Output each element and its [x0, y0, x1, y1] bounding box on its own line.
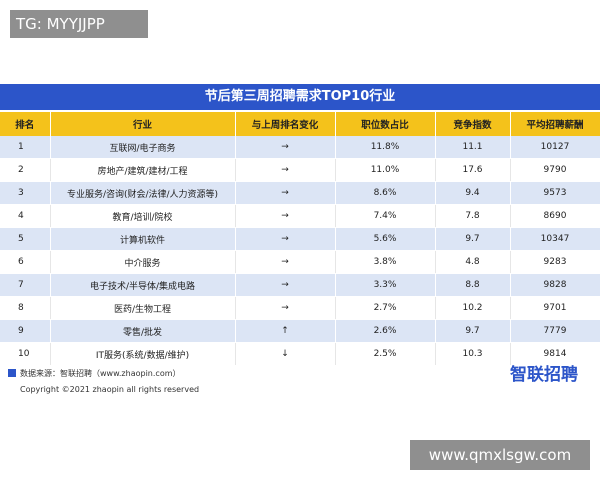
table-cell: 2 [0, 158, 51, 182]
table-cell: 3 [0, 181, 51, 205]
watermark: www.qmxlsgw.com [410, 440, 590, 470]
table-cell: 9573 [510, 181, 600, 205]
table-row: 2 房地产/建筑/建材/工程 → 11.0% 17.6 9790 [0, 158, 600, 182]
table-cell: 专业服务/咨询(财会/法律/人力资源等) [50, 181, 236, 205]
table-cell: 9814 [510, 342, 600, 366]
table-row: 10 IT服务(系统/数据/维护) ↓ 2.5% 10.3 9814 [0, 342, 600, 366]
table-cell: 10.3 [435, 342, 511, 366]
table-cell: 11.1 [435, 136, 511, 159]
table-cell: 9.7 [435, 227, 511, 251]
table-cell: 1 [0, 136, 51, 159]
table-cell: → [235, 181, 336, 205]
table-row: 7 电子技术/半导体/集成电路 → 3.3% 8.8 9828 [0, 273, 600, 297]
table-cell: → [235, 204, 336, 228]
table-cell: 9283 [510, 250, 600, 274]
table-cell: 7.8 [435, 204, 511, 228]
table-title: 节后第三周招聘需求TOP10行业 [0, 84, 600, 110]
table-cell: 医药/生物工程 [50, 296, 236, 320]
table-row: 6 中介服务 → 3.8% 4.8 9283 [0, 250, 600, 274]
table-cell: 2.7% [335, 296, 436, 320]
table-cell: 8.6% [335, 181, 436, 205]
table-cell: ↓ [235, 342, 336, 366]
table-cell: IT服务(系统/数据/维护) [50, 342, 236, 366]
table-cell: 教育/培训/院校 [50, 204, 236, 228]
table-row: 1 互联网/电子商务 → 11.8% 11.1 10127 [0, 136, 600, 159]
table-cell: 8690 [510, 204, 600, 228]
header-cell: 竞争指数 [435, 112, 511, 136]
table-cell: 10347 [510, 227, 600, 251]
table: 排名 行业 与上周排名变化 职位数占比 竞争指数 平均招聘薪酬 1 互联网/电子商务 → 11.… [0, 112, 600, 366]
source: 数据来源：智联招聘（www.zhaopin.com） [8, 368, 181, 379]
table-cell: 7779 [510, 319, 600, 343]
logo: 智联招聘 [510, 365, 578, 385]
table-cell: → [235, 227, 336, 251]
table-cell: 4.8 [435, 250, 511, 274]
table-cell: 2.6% [335, 319, 436, 343]
table-cell: 计算机软件 [50, 227, 236, 251]
table-cell: 10127 [510, 136, 600, 159]
table-cell: → [235, 250, 336, 274]
table-cell: 7 [0, 273, 51, 297]
table-cell: 9.7 [435, 319, 511, 343]
table-cell: 8.8 [435, 273, 511, 297]
table-cell: 5 [0, 227, 51, 251]
table-row: 5 计算机软件 → 5.6% 9.7 10347 [0, 227, 600, 251]
table-row: 3 专业服务/咨询(财会/法律/人力资源等) → 8.6% 9.4 9573 [0, 181, 600, 205]
table-row: 9 零售/批发 ↑ 2.6% 9.7 7779 [0, 319, 600, 343]
header-cell: 行业 [50, 112, 236, 136]
table-cell: 9790 [510, 158, 600, 182]
table-cell: 3.8% [335, 250, 436, 274]
table-cell: 9701 [510, 296, 600, 320]
table-cell: 7.4% [335, 204, 436, 228]
header-cell: 排名 [0, 112, 51, 136]
table-row: 8 医药/生物工程 → 2.7% 10.2 9701 [0, 296, 600, 320]
table-cell: 17.6 [435, 158, 511, 182]
table-cell: 6 [0, 250, 51, 274]
header-cell: 平均招聘薪酬 [510, 112, 600, 136]
table-cell: 中介服务 [50, 250, 236, 274]
table-cell: 9 [0, 319, 51, 343]
table-cell: → [235, 158, 336, 182]
table-cell: 10 [0, 342, 51, 366]
table-body: 1 互联网/电子商务 → 11.8% 11.1 10127 2 房地产/建筑/建材/工程 → 11… [0, 136, 600, 366]
table-cell: 4 [0, 204, 51, 228]
table-cell: ↑ [235, 319, 336, 343]
table-cell: 8 [0, 296, 51, 320]
table-cell: 10.2 [435, 296, 511, 320]
table-cell: 3.3% [335, 273, 436, 297]
table-cell: 11.8% [335, 136, 436, 159]
table-cell: → [235, 136, 336, 159]
table-cell: 2.5% [335, 342, 436, 366]
table-cell: 房地产/建筑/建材/工程 [50, 158, 236, 182]
table-row: 4 教育/培训/院校 → 7.4% 7.8 8690 [0, 204, 600, 228]
watermark: TG: MYYJJPP [10, 10, 148, 38]
table-cell: 电子技术/半导体/集成电路 [50, 273, 236, 297]
header-cell: 职位数占比 [335, 112, 436, 136]
table-cell: 9.4 [435, 181, 511, 205]
header-row: 排名 行业 与上周排名变化 职位数占比 竞争指数 平均招聘薪酬 [0, 112, 600, 136]
table-cell: 互联网/电子商务 [50, 136, 236, 159]
table-cell: → [235, 273, 336, 297]
table-cell: 11.0% [335, 158, 436, 182]
copyright: Copyright ©2021 zhaopin all rights reser… [20, 385, 200, 394]
table-cell: 零售/批发 [50, 319, 236, 343]
table-cell: 5.6% [335, 227, 436, 251]
table-cell: 9828 [510, 273, 600, 297]
table-cell: → [235, 296, 336, 320]
header-cell: 与上周排名变化 [235, 112, 336, 136]
